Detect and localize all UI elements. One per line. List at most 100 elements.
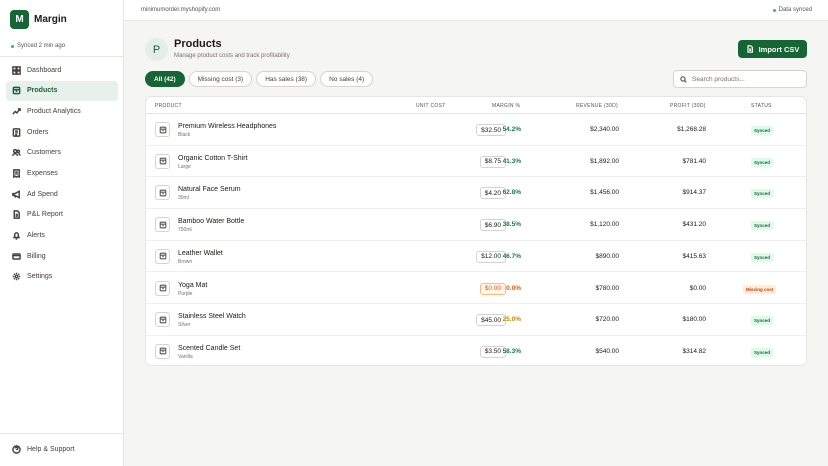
revenue-value: $1,456.00	[590, 189, 619, 197]
table-row[interactable]: Stainless Steel Watch Silver $45.00 25.0% $7…	[146, 304, 806, 336]
unit-cost-input[interactable]: $6.90	[479, 219, 506, 232]
product-variant: Vanilla	[178, 353, 193, 360]
table-header: PRODUCT UNIT COST MARGIN % REVENUE (30D)…	[146, 97, 806, 114]
search-input[interactable]	[692, 75, 802, 83]
import-csv-button[interactable]: Import CSV	[738, 40, 807, 58]
sidebar-item-orders[interactable]: Orders	[6, 122, 118, 142]
report-icon	[12, 210, 21, 220]
header-status[interactable]: STATUS	[751, 103, 772, 109]
status-badge: Synced	[751, 316, 774, 326]
product-image-placeholder-icon	[155, 217, 170, 233]
header-profit[interactable]: PROFIT (30D)	[670, 103, 706, 109]
unit-cost-input[interactable]: $8.75	[479, 155, 506, 168]
search-box[interactable]	[673, 70, 807, 88]
margin-value: 46.7%	[502, 252, 521, 260]
profit-value: $914.37	[682, 189, 707, 197]
profit-value: $781.40	[682, 157, 707, 165]
gear-icon	[12, 272, 21, 281]
table-row[interactable]: Premium Wireless Headphones Black $32.50 54…	[146, 114, 806, 146]
margin-value: 62.8%	[502, 189, 521, 197]
product-variant: Purple	[178, 290, 193, 297]
header-product[interactable]: PRODUCT	[155, 103, 182, 109]
table-row[interactable]: Leather Wallet Brown $12.00 46.7% $890.00 $41…	[146, 241, 806, 273]
product-image-placeholder-icon	[155, 280, 170, 296]
status-badge: Synced	[751, 189, 774, 199]
brand[interactable]: M Margin	[10, 10, 67, 29]
sidebar-item-alerts[interactable]: Alerts	[6, 226, 118, 246]
brand-logo: M	[10, 10, 29, 29]
users-icon	[12, 148, 21, 157]
product-name[interactable]: Yoga Mat	[178, 281, 208, 289]
margin-value: 58.3%	[502, 347, 521, 355]
product-name[interactable]: Scented Candle Set	[178, 344, 241, 352]
filter-tab[interactable]: All (42)	[145, 71, 185, 87]
header-unit-cost[interactable]: UNIT COST	[416, 103, 446, 109]
brand-name: Margin	[34, 14, 67, 25]
status-badge: Synced	[751, 157, 774, 167]
unit-cost-input[interactable]: $0.00	[479, 282, 506, 295]
filter-tab[interactable]: Has sales (38)	[256, 71, 317, 87]
bell-icon	[12, 231, 21, 240]
profit-value: $0.00	[689, 284, 706, 292]
table-row[interactable]: Natural Face Serum 30ml $4.20 62.8% $1,456.0…	[146, 177, 806, 210]
product-variant: 750ml	[178, 227, 192, 234]
sidebar-item-label: Dashboard	[27, 66, 62, 74]
filter-tab[interactable]: Missing cost (3)	[188, 71, 253, 87]
sidebar-item-settings[interactable]: Settings	[6, 267, 118, 287]
product-image-placeholder-icon	[155, 185, 170, 201]
sidebar-item-p-l-report[interactable]: P&L Report	[6, 205, 118, 225]
sidebar-nav: Dashboard Products Product Analytics Orders…	[6, 60, 118, 288]
sidebar-item-dashboard[interactable]: Dashboard	[6, 60, 118, 80]
sidebar-item-customers[interactable]: Customers	[6, 143, 118, 163]
help-support-link[interactable]: Help & Support	[12, 445, 74, 454]
topbar: minimumorder.myshopify.com Data synced	[124, 0, 828, 21]
status-badge: Synced	[751, 347, 774, 357]
profit-value: $415.63	[682, 252, 707, 260]
nav-divider	[0, 56, 123, 57]
sidebar-item-expenses[interactable]: Expenses	[6, 163, 118, 183]
product-name[interactable]: Natural Face Serum	[178, 186, 241, 194]
margin-value: 54.2%	[502, 126, 521, 133]
status-badge: Missing cost	[743, 284, 777, 294]
sidebar-item-product-analytics[interactable]: Product Analytics	[6, 101, 118, 121]
product-variant: Large	[178, 163, 191, 170]
table-row[interactable]: Organic Cotton T-Shirt Large $8.75 41.3% $1,…	[146, 146, 806, 178]
unit-cost-input[interactable]: $4.20	[479, 187, 506, 200]
unit-cost-input[interactable]: $12.00	[476, 250, 506, 263]
status-badge: Synced	[751, 221, 774, 231]
sidebar-item-products[interactable]: Products	[6, 80, 118, 101]
unit-cost-input[interactable]: $32.50	[476, 124, 506, 136]
page-icon: P	[145, 38, 168, 61]
product-name[interactable]: Stainless Steel Watch	[178, 313, 246, 321]
sidebar-item-ad-spend[interactable]: Ad Spend	[6, 184, 118, 204]
data-sync-text: Data synced	[778, 7, 812, 13]
table-row[interactable]: Yoga Mat Purple $0.00 0.0% $780.00 $0.00 Missi…	[146, 273, 806, 305]
sidebar-item-label: Settings	[27, 273, 53, 281]
header-revenue[interactable]: REVENUE (30D)	[576, 103, 618, 109]
sidebar-item-billing[interactable]: Billing	[6, 246, 118, 266]
receipt-icon	[12, 169, 21, 178]
card-icon	[12, 252, 21, 261]
status-badge: Synced	[751, 126, 774, 135]
filter-tab[interactable]: No sales (4)	[320, 71, 374, 87]
sidebar-item-label: P&L Report	[27, 211, 63, 219]
header-margin[interactable]: MARGIN %	[492, 103, 521, 109]
product-name[interactable]: Leather Wallet	[178, 249, 223, 257]
margin-value: 25.0%	[502, 316, 521, 324]
help-icon	[12, 445, 21, 454]
unit-cost-input[interactable]: $3.50	[479, 345, 506, 358]
product-image-placeholder-icon	[155, 312, 170, 328]
sidebar-item-label: Products	[27, 87, 58, 95]
product-name[interactable]: Organic Cotton T-Shirt	[178, 154, 248, 162]
sync-status: Synced 2 min ago	[11, 43, 65, 49]
table-row[interactable]: Scented Candle Set Vanilla $3.50 58.3% $540.…	[146, 336, 806, 365]
revenue-value: $540.00	[595, 347, 620, 355]
sidebar-item-label: Product Analytics	[27, 107, 81, 115]
product-image-placeholder-icon	[155, 248, 170, 264]
unit-cost-input[interactable]: $45.00	[476, 314, 506, 327]
table-row[interactable]: Bamboo Water Bottle 750ml $6.90 38.5% $1,120…	[146, 209, 806, 241]
revenue-value: $780.00	[595, 284, 620, 292]
product-name[interactable]: Premium Wireless Headphones	[178, 123, 277, 130]
product-name[interactable]: Bamboo Water Bottle	[178, 218, 245, 226]
file-icon	[746, 45, 753, 53]
